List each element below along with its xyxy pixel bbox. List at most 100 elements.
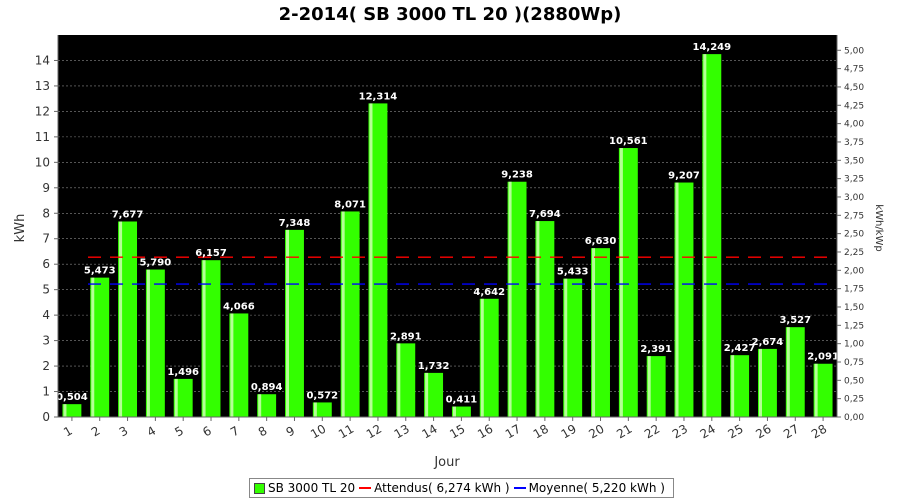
y-tick-label: 2 — [42, 359, 50, 373]
bar — [591, 248, 610, 417]
bar-highlight — [731, 355, 735, 417]
x-tick-label: 21 — [614, 422, 634, 442]
value-label: 9,207 — [668, 171, 700, 182]
y2-tick-label: 2,00 — [844, 266, 864, 276]
bar-highlight — [452, 406, 456, 417]
x-tick-label: 7 — [228, 424, 242, 440]
value-labels-layer: 0,504 5,473 7,677 5,790 1,496 6,157 4,066 0,894… — [56, 42, 839, 405]
bar-highlight — [425, 372, 429, 417]
bars-layer — [62, 54, 833, 418]
y2-tick-label: 0,25 — [844, 395, 864, 405]
value-label: 6,630 — [585, 236, 617, 247]
x-tick-label: 27 — [781, 422, 801, 442]
bar-highlight — [397, 343, 401, 417]
bar — [507, 181, 527, 417]
x-tick-label: 25 — [726, 422, 746, 442]
x-tick-label: 3 — [117, 424, 131, 440]
y2-tick-label: 0,75 — [844, 358, 864, 368]
y-tick-label: 14 — [35, 53, 50, 67]
x-tick-label: 22 — [642, 422, 662, 442]
bar-highlight — [119, 221, 123, 417]
bar — [62, 404, 82, 417]
x-tick-label: 16 — [475, 422, 495, 442]
y-tick-label: 12 — [35, 104, 50, 118]
bar — [730, 355, 750, 417]
bar — [118, 221, 138, 417]
value-label: 7,694 — [529, 209, 561, 220]
x-tick-label: 24 — [698, 422, 718, 442]
bar-highlight — [703, 54, 707, 418]
bar — [257, 394, 277, 417]
y-tick-label: 3 — [42, 334, 50, 348]
bar-highlight — [814, 363, 818, 417]
y2-tick-label: 1,00 — [844, 340, 864, 350]
legend-label-series: SB 3000 TL 20 — [268, 481, 356, 495]
bar — [757, 348, 777, 417]
x-tick-label: 20 — [586, 422, 606, 442]
x-tick-label: 28 — [809, 422, 829, 442]
value-label: 0,894 — [251, 382, 283, 393]
x-tick-label: 6 — [200, 424, 214, 440]
x-tick-label: 23 — [670, 422, 690, 442]
value-label: 10,561 — [609, 136, 648, 147]
bar — [173, 378, 193, 417]
value-label: 5,433 — [557, 267, 589, 278]
bar — [674, 182, 694, 417]
value-label: 1,732 — [418, 361, 450, 372]
x-tick-label: 18 — [531, 422, 551, 442]
bar-highlight — [202, 260, 206, 417]
value-label: 0,572 — [306, 390, 338, 401]
value-label: 2,891 — [390, 331, 422, 342]
y-tick-label: 6 — [42, 257, 50, 271]
y2-tick-label: 1,25 — [844, 321, 864, 331]
value-label: 7,348 — [279, 218, 311, 229]
y-tick-label: 1 — [42, 385, 50, 399]
x-tick-label: 11 — [336, 422, 356, 442]
bar-highlight — [619, 148, 623, 417]
y2-tick-label: 3,00 — [844, 193, 864, 203]
value-label: 2,091 — [807, 352, 839, 363]
x-tick-label: 1 — [61, 424, 75, 440]
bar — [618, 148, 638, 417]
x-tick-label: 12 — [364, 422, 384, 442]
y-tick-label: 8 — [42, 206, 50, 220]
y2-tick-label: 1,75 — [844, 285, 864, 295]
x-tick-label: 14 — [419, 422, 439, 442]
y-tick-label: 5 — [42, 283, 50, 297]
bar-highlight — [341, 211, 345, 417]
bar — [424, 372, 444, 417]
value-label: 0,411 — [446, 395, 478, 406]
y2-tick-label: 2,50 — [844, 230, 864, 240]
bar-highlight — [91, 277, 95, 417]
value-label: 1,496 — [167, 367, 199, 378]
y2-tick-label: 4,25 — [844, 101, 864, 111]
legend-item-moyenne: Moyenne( 5,220 kWh ) — [513, 481, 665, 495]
y-tick-label: 4 — [42, 308, 50, 322]
bar — [312, 402, 332, 417]
value-label: 12,314 — [359, 91, 398, 102]
bar-highlight — [786, 327, 790, 417]
y2-axis-label: kWh/kWp — [873, 204, 884, 251]
x-tick-label: 9 — [284, 424, 298, 440]
x-tick-label: 17 — [503, 422, 523, 442]
bar — [646, 356, 666, 417]
value-label: 14,249 — [693, 42, 732, 53]
bar-highlight — [174, 378, 178, 417]
bar-highlight — [146, 269, 150, 417]
bar — [201, 260, 221, 417]
y2-tick-label: 3,25 — [844, 175, 864, 185]
bar — [535, 221, 555, 417]
y-tick-label: 13 — [35, 79, 50, 93]
value-label: 3,527 — [779, 315, 811, 326]
bar-highlight — [564, 278, 568, 417]
x-axis-label: Jour — [433, 455, 460, 470]
bar-highlight — [758, 348, 762, 417]
y2-tick-label: 4,75 — [844, 65, 864, 75]
value-label: 8,071 — [334, 199, 366, 210]
bar-highlight — [63, 404, 67, 417]
bar — [285, 229, 304, 417]
value-label: 4,642 — [473, 287, 505, 298]
bar — [368, 103, 388, 417]
value-label: 5,790 — [140, 258, 172, 269]
